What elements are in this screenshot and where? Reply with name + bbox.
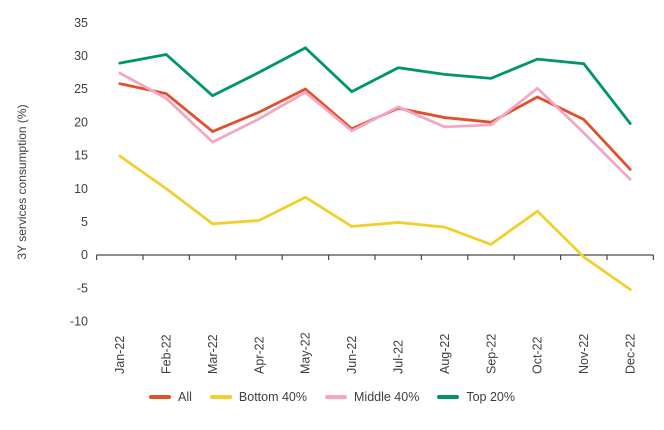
chart-canvas: 35 30 25 20 15 10 5 0 -5 -10 Jan-22 Feb-22 Mar-22 Apr… <box>70 16 655 374</box>
legend-swatch-all <box>149 395 171 399</box>
y-tick-label: 0 <box>81 248 88 262</box>
series-line-bottom-40- <box>118 154 632 291</box>
y-tick-label: 10 <box>74 182 88 196</box>
x-tick-label: Sep-22 <box>484 334 498 374</box>
x-tick-label: Dec-22 <box>624 334 638 374</box>
legend-label-all: All <box>178 390 192 404</box>
x-tick-label: Feb-22 <box>160 334 174 374</box>
legend-label-top-20: Top 20% <box>466 390 515 404</box>
y-tick-label: 20 <box>74 115 88 129</box>
legend-swatch-middle-40 <box>325 395 347 399</box>
x-tick-label: Jan-22 <box>113 336 127 374</box>
x-tick-label: Oct-22 <box>531 336 545 374</box>
x-tick-label: Jul-22 <box>392 340 406 374</box>
legend-item-middle-40: Middle 40% <box>325 390 419 404</box>
y-tick-label: 35 <box>74 16 88 30</box>
y-tick-label: -5 <box>77 281 88 295</box>
legend-item-bottom-40: Bottom 40% <box>209 390 307 404</box>
x-tick-label: Aug-22 <box>438 334 452 374</box>
x-tick-label: Apr-22 <box>252 336 266 374</box>
legend-item-top-20: Top 20% <box>437 390 515 404</box>
y-tick-label: -10 <box>70 315 88 329</box>
x-tick-label: Mar-22 <box>206 334 220 374</box>
legend-label-bottom-40: Bottom 40% <box>238 390 307 404</box>
series-line-top-20- <box>118 46 632 125</box>
legend-label-middle-40: Middle 40% <box>354 390 420 404</box>
y-tick-label: 30 <box>74 49 88 63</box>
series-line-middle-40- <box>118 71 632 181</box>
y-tick-label: 15 <box>74 149 88 163</box>
x-tick-label: Nov-22 <box>577 334 591 374</box>
legend-item-all: All <box>149 390 192 404</box>
legend-swatch-bottom-40 <box>209 395 232 399</box>
y-tick-label: 25 <box>74 82 88 96</box>
chart-legend: All Bottom 40% Middle 40% Top 20% <box>0 390 664 404</box>
x-tick-label: May-22 <box>299 332 313 374</box>
legend-swatch-top-20 <box>437 395 460 399</box>
x-tick-label: Jun-22 <box>345 336 359 374</box>
y-tick-label: 5 <box>81 215 88 229</box>
